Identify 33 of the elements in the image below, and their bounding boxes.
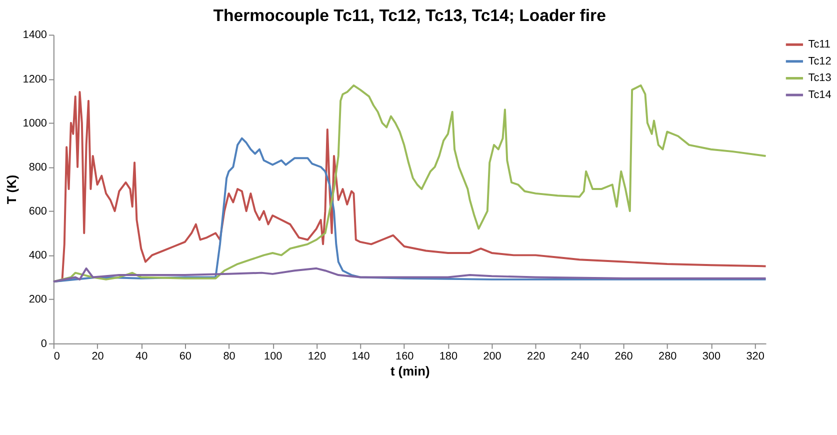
y-axis-title: T (K)	[4, 174, 19, 204]
x-tick-label: 200	[483, 350, 502, 363]
x-axis-title: t (min)	[390, 364, 430, 379]
y-tick-label: 0	[40, 338, 47, 350]
y-tick-label: 400	[28, 250, 47, 262]
legend-label: Tc14	[808, 89, 832, 102]
x-tick-label: 140	[352, 350, 370, 363]
x-tick-label: 300	[702, 350, 721, 363]
y-tick-label: 800	[28, 161, 47, 174]
legend-label: Tc12	[808, 55, 832, 68]
x-tick-label: 80	[223, 350, 236, 363]
x-tick-label: 280	[658, 350, 677, 363]
x-tick-label: 220	[527, 350, 546, 363]
x-tick-label: 180	[439, 350, 458, 363]
y-tick-label: 600	[28, 206, 47, 218]
line-series	[52, 267, 767, 283]
x-tick-label: 320	[746, 350, 764, 363]
x-tick-label: 240	[570, 350, 590, 363]
y-tick-label: 1000	[22, 117, 47, 130]
y-tick-label: 1400	[22, 29, 47, 42]
y-tick-label: 200	[28, 294, 47, 306]
x-tick-label: 120	[308, 350, 326, 363]
x-tick-label: 160	[396, 350, 414, 363]
x-tick-label: 40	[136, 350, 148, 363]
x-tick-label: 260	[614, 350, 633, 363]
y-tick-label: 1200	[22, 73, 47, 86]
legend-label: Tc13	[808, 72, 832, 84]
x-tick-label: 60	[179, 350, 192, 363]
x-tick-label: 100	[264, 350, 282, 363]
chart-title: Thermocouple Tc11, Tc12, Tc13, Tc14; Loader fire	[213, 6, 606, 25]
x-tick-label: 0	[54, 350, 60, 363]
legend-label: Tc11	[808, 38, 830, 51]
x-tick-label: 20	[92, 350, 104, 363]
